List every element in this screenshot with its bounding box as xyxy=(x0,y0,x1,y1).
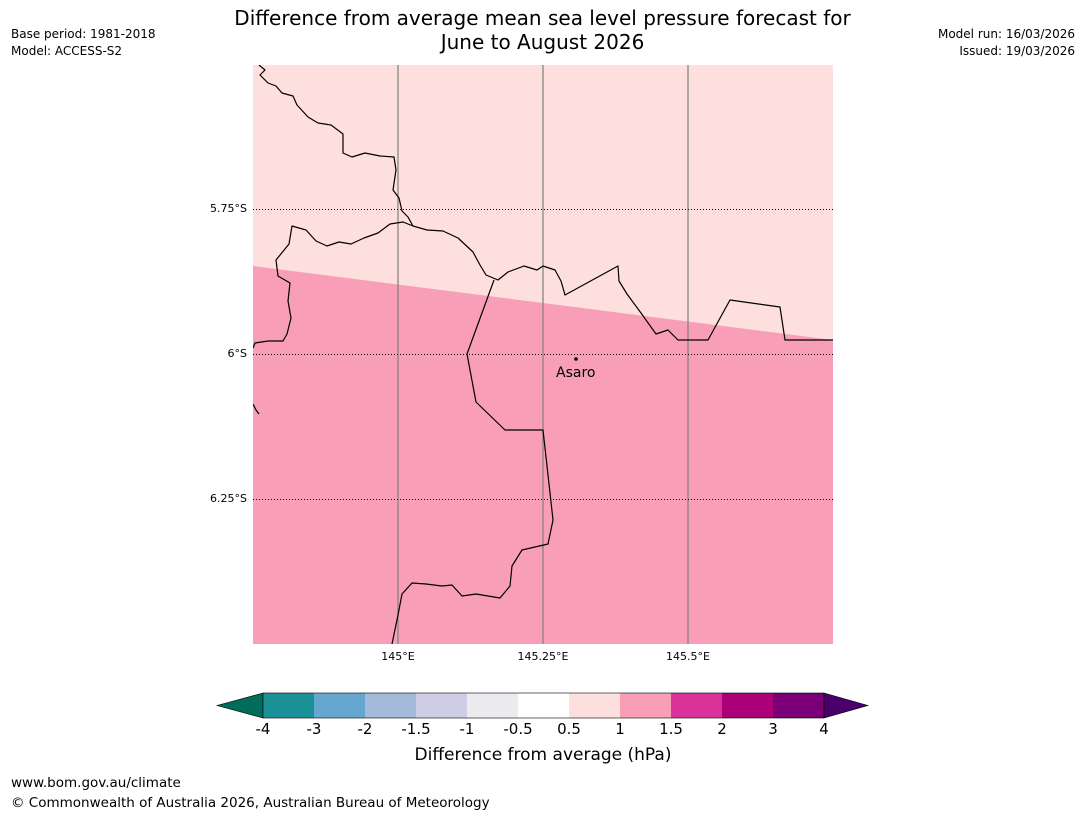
footer-copyright: © Commonwealth of Australia 2026, Austra… xyxy=(11,795,490,811)
colorbar-segment xyxy=(773,693,824,718)
asaro-marker xyxy=(574,357,578,361)
colorbar-segment xyxy=(518,693,569,718)
colorbar-tick-label: 0.5 xyxy=(557,720,581,738)
lon-label-145: 145°E xyxy=(381,650,415,663)
colorbar-segment xyxy=(365,693,416,718)
border-west-fragment xyxy=(253,403,260,415)
colorbar-extend-high xyxy=(823,692,870,719)
chart-title: Difference from average mean sea level p… xyxy=(0,6,1085,54)
colorbar-segment xyxy=(467,693,518,718)
model-text: Model: ACCESS-S2 xyxy=(11,44,123,58)
border-central xyxy=(253,221,414,349)
header-left: Base period: 1981-2018 Model: ACCESS-S2 xyxy=(11,26,156,60)
colorbar-tick-label: 3 xyxy=(768,720,778,738)
border-east xyxy=(412,225,833,341)
colorbar-label: Difference from average (hPa) xyxy=(414,745,672,765)
issued-text: Issued: 19/03/2026 xyxy=(959,44,1075,58)
footer-url[interactable]: www.bom.gov.au/climate xyxy=(11,775,181,791)
lon-label-145-5: 145.5°E xyxy=(666,650,710,663)
lat-label-6-25: 6.25°S xyxy=(210,492,247,505)
colorbar-segment xyxy=(314,693,365,718)
colorbar-tick-label: 2 xyxy=(717,720,727,738)
colorbar-tick-label: -1.5 xyxy=(401,720,431,738)
border-south xyxy=(391,279,554,644)
header-right: Model run: 16/03/2026 Issued: 19/03/2026 xyxy=(938,26,1075,60)
title-line-1: Difference from average mean sea level p… xyxy=(234,6,851,30)
colorbar-segment xyxy=(722,693,773,718)
colorbar-segment xyxy=(263,693,314,718)
colorbar-tick-label: 4 xyxy=(819,720,829,738)
colorbar-outline xyxy=(262,692,825,719)
lat-label-6: 6°S xyxy=(227,347,247,360)
lon-label-145-25: 145.25°E xyxy=(517,650,569,663)
title-line-2: June to August 2026 xyxy=(440,30,645,54)
border-north xyxy=(258,65,414,227)
colorbar-tick-label: -2 xyxy=(357,720,373,738)
model-run-text: Model run: 16/03/2026 xyxy=(937,27,1075,41)
lat-label-5-75: 5.75°S xyxy=(210,202,247,215)
colorbar-segment xyxy=(620,693,671,718)
colorbar-extend-low xyxy=(215,692,264,719)
colorbar-segment xyxy=(569,693,620,718)
base-period-text: Base period: 1981-2018 xyxy=(11,27,156,41)
place-label-asaro: Asaro xyxy=(556,365,596,381)
colorbar-segment xyxy=(416,693,467,718)
colorbar-tick-label: 1.5 xyxy=(659,720,683,738)
colorbar-tick-label: -0.5 xyxy=(503,720,533,738)
colorbar-segment xyxy=(671,693,722,718)
colorbar-tick-label: -4 xyxy=(255,720,271,738)
colorbar-tick-label: -3 xyxy=(306,720,322,738)
colorbar-tick-label: 1 xyxy=(615,720,625,738)
colorbar-tick-label: -1 xyxy=(459,720,475,738)
